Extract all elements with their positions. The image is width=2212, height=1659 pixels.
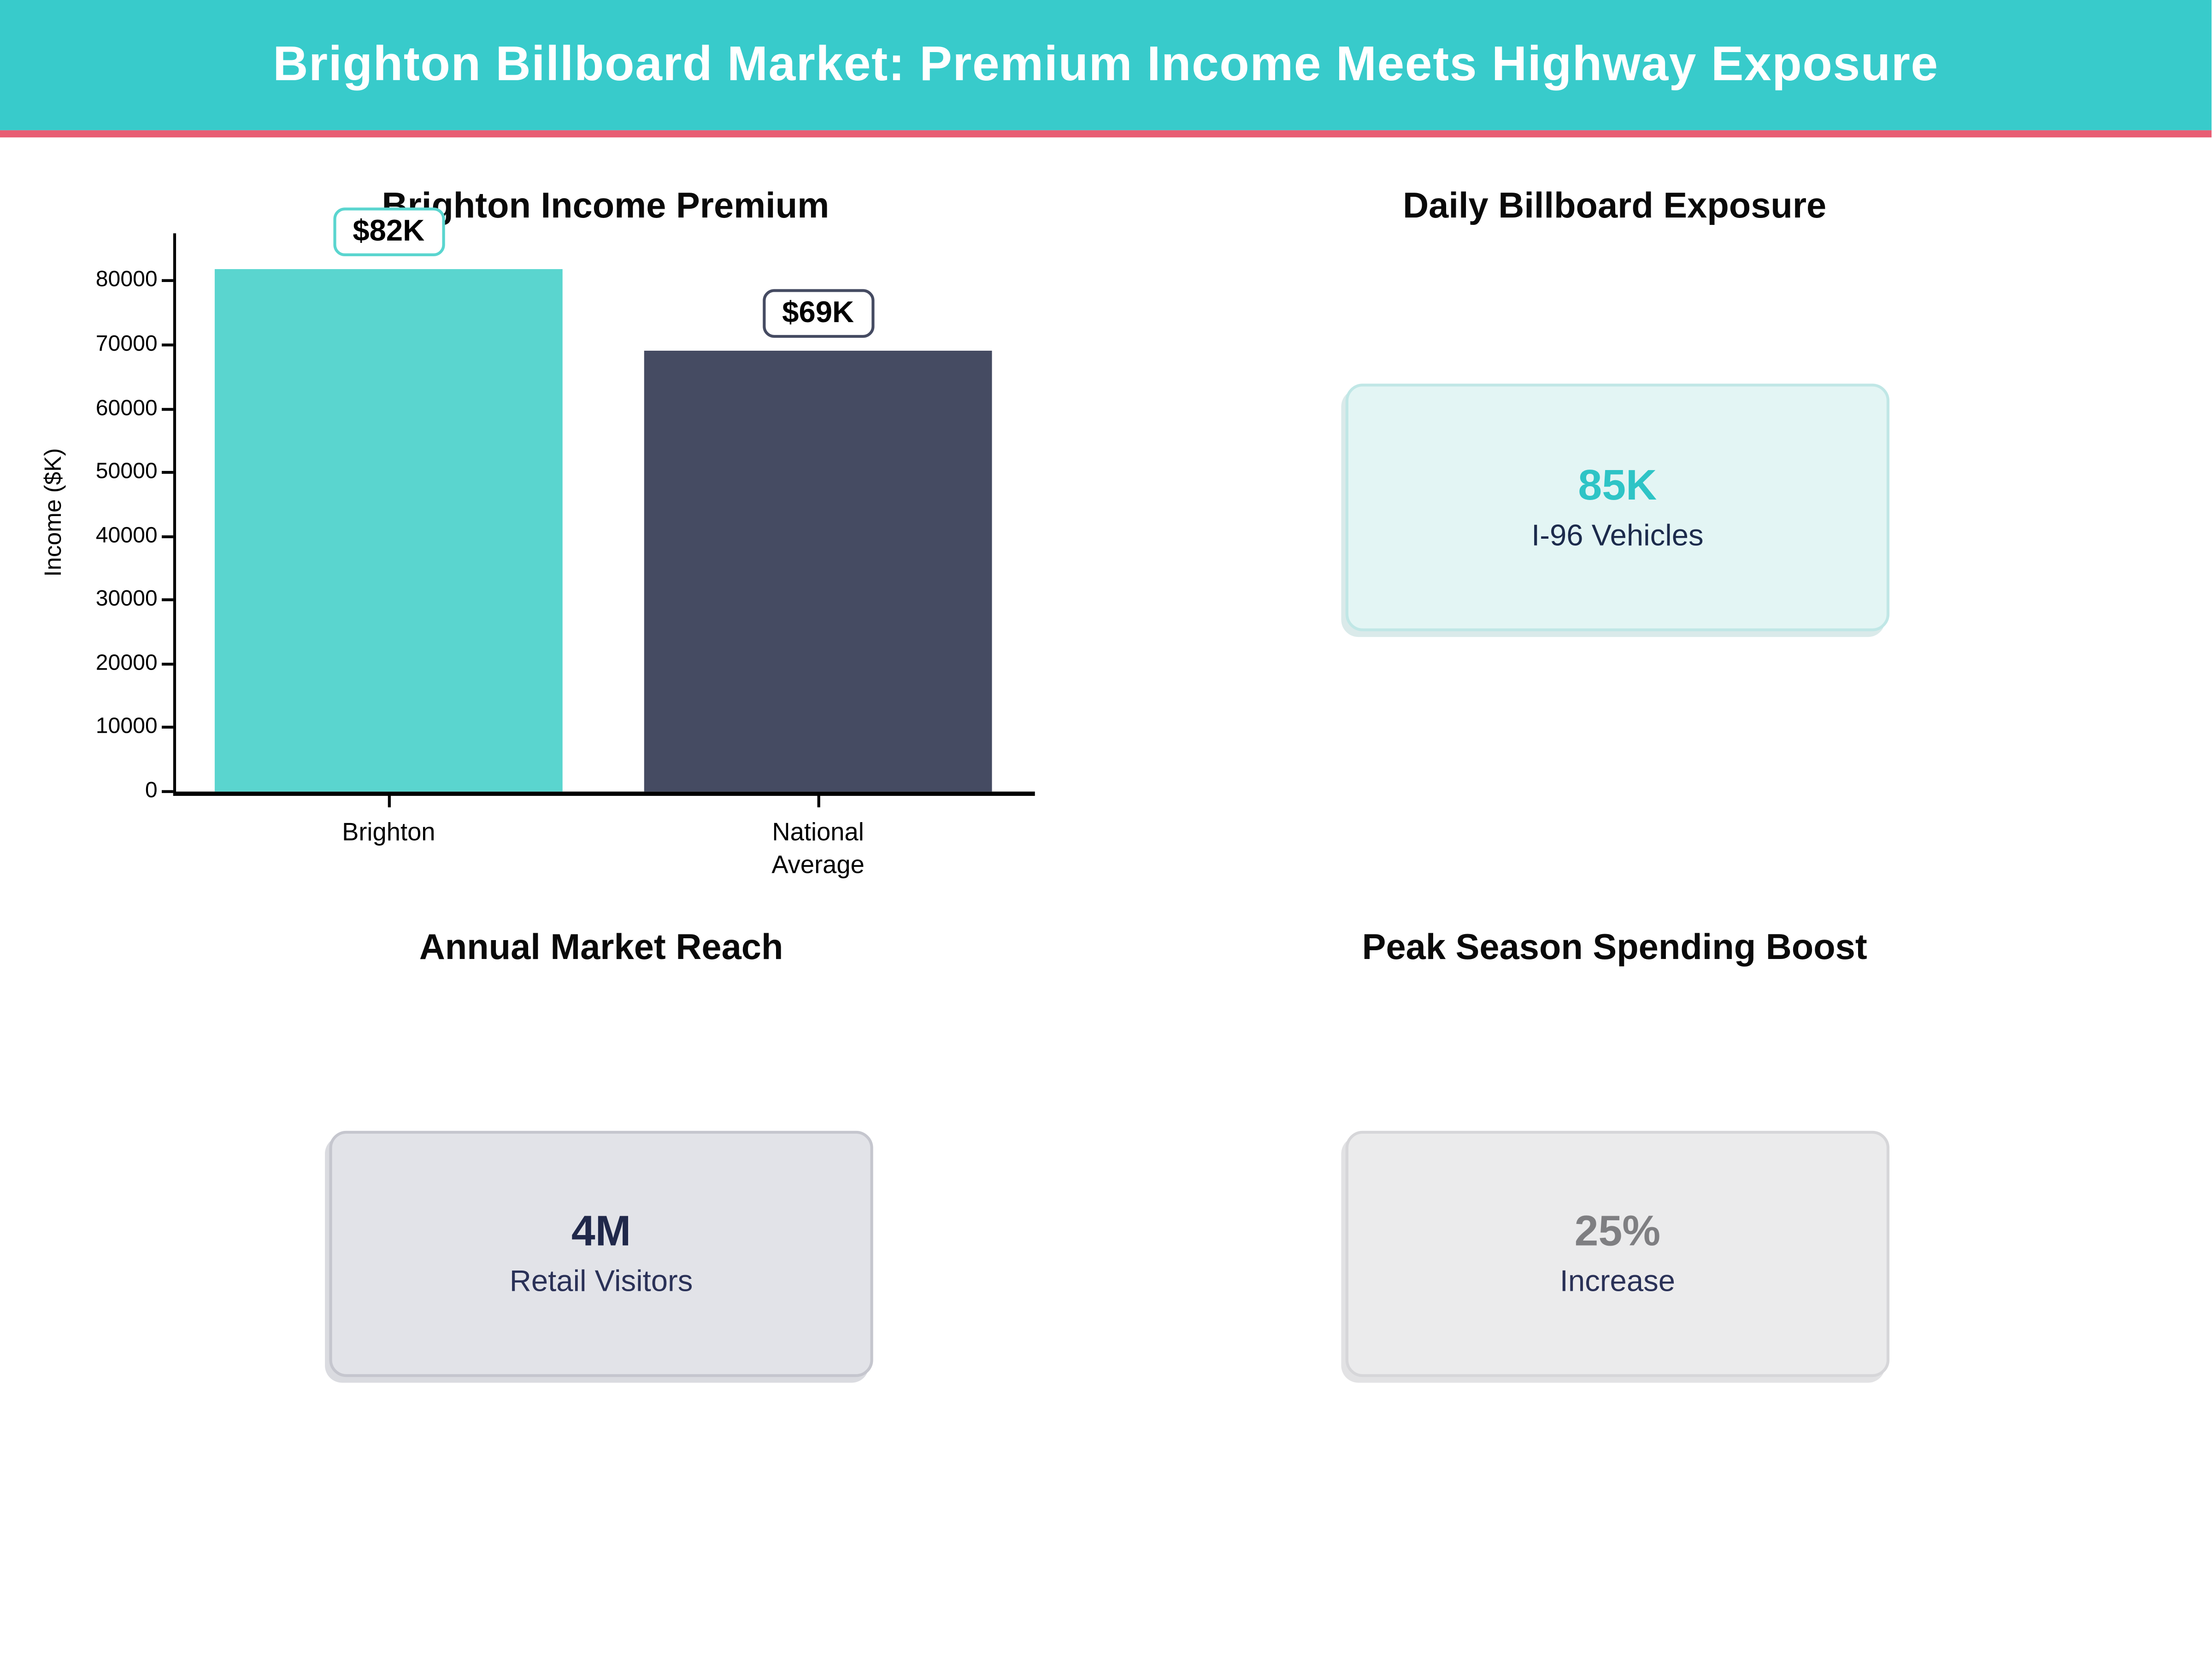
- x-axis-tick: [387, 796, 390, 807]
- y-axis-tick: [161, 343, 173, 347]
- y-axis-tick: [161, 535, 173, 538]
- exposure-value: 85K: [1578, 461, 1657, 509]
- exposure-stat-card: 85K I-96 Vehicles: [1345, 383, 1890, 631]
- boost-label: Increase: [1559, 1265, 1675, 1299]
- header-accent-line: [0, 130, 2212, 138]
- y-axis-spine: [173, 233, 176, 796]
- reach-label: Retail Visitors: [509, 1265, 693, 1299]
- reach-value: 4M: [571, 1208, 631, 1256]
- bar-brighton: [214, 268, 563, 792]
- y-axis-tick-label: 60000: [95, 396, 158, 420]
- y-axis-tick: [161, 471, 173, 474]
- y-axis-tick-label: 80000: [95, 268, 158, 293]
- y-axis-tick: [161, 407, 173, 411]
- y-axis-tick-label: 30000: [95, 587, 158, 612]
- x-axis-category-label: Brighton: [342, 817, 435, 846]
- y-axis-tick: [161, 599, 173, 602]
- y-axis-tick: [161, 662, 173, 665]
- y-axis-tick-label: 0: [145, 778, 158, 803]
- income-premium-bar-chart: Income ($K) 0 10000 20000 30000 40000 50000 60…: [0, 0, 1117, 916]
- bar-value-label: $69K: [762, 289, 874, 339]
- x-axis-category-label: National Average: [771, 817, 865, 879]
- y-axis-tick-label: 70000: [95, 332, 158, 357]
- exposure-label: I-96 Vehicles: [1531, 518, 1704, 552]
- boost-stat-card: 25% Increase: [1345, 1130, 1890, 1377]
- x-axis-spine: [173, 791, 1035, 796]
- y-axis-tick-label: 10000: [95, 715, 158, 740]
- y-axis-tick-label: 20000: [95, 651, 158, 676]
- boost-title: Peak Season Spending Boost: [1362, 927, 1867, 968]
- x-axis-tick: [817, 796, 820, 807]
- y-axis-tick: [161, 280, 173, 283]
- y-axis-tick-label: 50000: [95, 459, 158, 484]
- header-bar: Brighton Billboard Market: Premium Incom…: [0, 0, 2212, 130]
- bar-value-label: $82K: [332, 206, 445, 256]
- reach-title: Annual Market Reach: [419, 927, 783, 968]
- boost-value: 25%: [1574, 1208, 1661, 1256]
- y-axis-tick: [161, 790, 173, 793]
- reach-stat-card: 4M Retail Visitors: [329, 1130, 873, 1377]
- bar-national-average: [644, 351, 992, 792]
- page-title: Brighton Billboard Market: Premium Incom…: [273, 37, 1939, 92]
- y-axis-tick-label: 40000: [95, 523, 158, 548]
- chart-title: Brighton Income Premium: [382, 186, 830, 226]
- y-axis-tick: [161, 726, 173, 729]
- exposure-title: Daily Billboard Exposure: [1403, 186, 1827, 226]
